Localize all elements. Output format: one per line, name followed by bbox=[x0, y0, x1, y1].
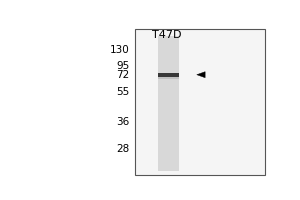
Text: T47D: T47D bbox=[152, 30, 181, 40]
Bar bbox=[135, 29, 266, 175]
Text: 95: 95 bbox=[116, 61, 129, 71]
Text: 55: 55 bbox=[116, 87, 129, 97]
Bar bbox=[158, 76, 179, 79]
Bar bbox=[158, 36, 179, 171]
Polygon shape bbox=[197, 72, 205, 78]
Text: 28: 28 bbox=[116, 144, 129, 154]
Bar bbox=[158, 73, 179, 77]
Text: 72: 72 bbox=[116, 70, 129, 80]
Text: 36: 36 bbox=[116, 117, 129, 127]
Text: 130: 130 bbox=[110, 45, 129, 55]
